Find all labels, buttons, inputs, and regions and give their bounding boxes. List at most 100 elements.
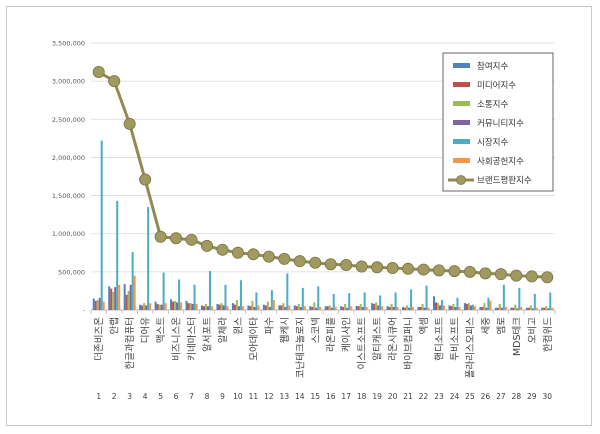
- bar: [481, 306, 484, 310]
- bar: [433, 296, 435, 310]
- bar: [527, 307, 530, 310]
- line-point: [123, 117, 136, 130]
- bar: [463, 303, 466, 310]
- category-label: 모아데이타: [249, 317, 260, 361]
- bar: [195, 303, 198, 310]
- bar-series: [92, 140, 554, 310]
- bar: [249, 306, 252, 310]
- bar: [288, 305, 291, 310]
- line-point: [262, 250, 275, 263]
- bar: [102, 301, 105, 310]
- bar: [301, 287, 304, 310]
- bar: [525, 307, 528, 310]
- bar: [504, 306, 507, 310]
- line-point: [309, 256, 322, 269]
- bar: [278, 305, 281, 310]
- rank-label: 30: [542, 392, 552, 401]
- bar: [133, 275, 136, 310]
- bar: [207, 306, 209, 310]
- x-axis: 더존비즈온 1 안랩 2 한글과컴퓨터 3 디어유 4 맥스트 5 비즈니스온 6 키네마스터 7 알서포트…: [94, 317, 554, 401]
- bar: [498, 303, 501, 310]
- line-point: [402, 262, 415, 275]
- rank-label: 1: [96, 392, 101, 401]
- bar: [502, 284, 505, 310]
- bar: [357, 306, 360, 310]
- bar: [131, 252, 134, 310]
- bar: [386, 306, 389, 310]
- rank-label: 11: [249, 392, 259, 401]
- bar: [158, 304, 161, 310]
- bar: [108, 286, 111, 310]
- rank-label: 27: [496, 392, 506, 401]
- bar: [154, 301, 157, 310]
- line-point: [371, 261, 384, 274]
- legend-swatch: [453, 120, 470, 125]
- bar: [520, 306, 523, 310]
- bar: [441, 300, 443, 310]
- legend-label: 소통지수: [477, 100, 508, 110]
- category-label: 알서포트: [203, 317, 214, 352]
- bar: [454, 306, 457, 310]
- y-tick-label: 3,500,000: [52, 40, 85, 48]
- line-point: [200, 239, 213, 252]
- legend-label: 시장지수: [477, 137, 508, 148]
- bar: [551, 307, 554, 310]
- legend-swatch: [453, 139, 470, 144]
- y-tick-label: 2,500,000: [52, 116, 85, 124]
- bar: [284, 306, 287, 310]
- bar: [216, 303, 219, 310]
- bar: [469, 305, 472, 310]
- category-label: 바이브컴퍼니: [403, 317, 415, 369]
- bar: [427, 307, 430, 310]
- legend-label: 미디어지수: [477, 80, 516, 91]
- bar: [247, 305, 250, 310]
- category-label: 더존비즈온: [94, 317, 105, 361]
- line-point: [525, 270, 538, 283]
- line-point: [108, 75, 121, 88]
- bar: [334, 306, 337, 310]
- bar: [170, 299, 173, 310]
- legend-label: 사회공헌지수: [477, 157, 524, 167]
- bar: [443, 305, 445, 310]
- legend-swatch: [453, 63, 470, 68]
- bar: [531, 308, 534, 310]
- bar: [282, 303, 285, 310]
- y-tick-label: 500,000: [58, 268, 85, 276]
- category-label: 한컴위드: [542, 317, 554, 352]
- y-tick-label: 1,500,000: [52, 192, 85, 200]
- bar: [437, 303, 439, 310]
- legend-swatch: [453, 82, 470, 87]
- bar: [311, 306, 314, 310]
- rank-label: 19: [372, 392, 382, 401]
- rank-label: 23: [434, 392, 444, 401]
- bar: [176, 302, 179, 310]
- bar: [297, 303, 300, 310]
- bar: [162, 272, 165, 310]
- bar: [235, 300, 238, 310]
- bar: [123, 284, 126, 310]
- category-label: MDS테크: [512, 317, 523, 356]
- bar: [172, 301, 175, 310]
- category-label: 핸디소프트: [434, 317, 446, 361]
- line-point: [231, 246, 244, 259]
- bar: [330, 307, 333, 310]
- bar: [211, 306, 213, 310]
- bar: [164, 303, 167, 310]
- rank-label: 9: [220, 392, 225, 401]
- bar: [180, 302, 183, 310]
- bar: [510, 307, 513, 310]
- bar: [201, 305, 203, 310]
- bar: [94, 300, 97, 310]
- bar: [473, 306, 476, 310]
- rank-label: 7: [189, 392, 194, 401]
- bar: [496, 307, 499, 310]
- legend-label: 브랜드평판지수: [477, 175, 532, 186]
- bar: [251, 300, 254, 310]
- bar: [189, 303, 192, 310]
- bar: [185, 300, 188, 310]
- line-point: [386, 262, 399, 275]
- rank-label: 13: [280, 392, 290, 401]
- bar: [203, 306, 205, 310]
- bar: [145, 305, 148, 310]
